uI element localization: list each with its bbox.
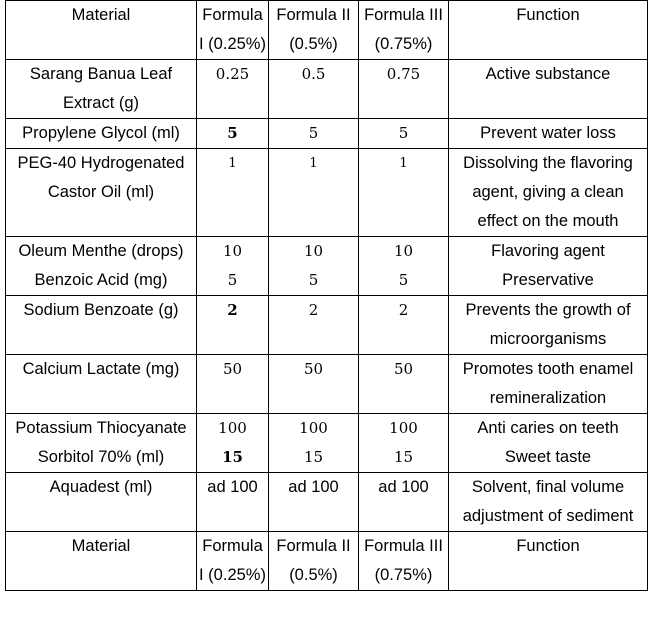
formula-2-cell: 100 15 (268, 413, 359, 473)
formula-1-cell: 5 (196, 118, 269, 149)
table-row: PEG-40 Hydrogenated Castor Oil (ml) 1 1 … (5, 148, 648, 237)
formula-3-cell: 50 (358, 354, 449, 414)
footer-formula-3: Formula III (0.75%) (358, 531, 449, 591)
formula-3-cell: 2 (358, 295, 449, 355)
footer-material: Material (5, 531, 197, 591)
formula-2-cell: ad 100 (268, 472, 359, 532)
formula-1-cell: 2 (196, 295, 269, 355)
material-cell: Oleum Menthe (drops) Benzoic Acid (mg) (5, 236, 197, 296)
formula-2-cell: 10 5 (268, 236, 359, 296)
formula-1-cell: 1 (196, 148, 269, 237)
formula-2-cell: 0.5 (268, 59, 359, 119)
header-formula-1: Formula I (0.25%) (196, 0, 269, 60)
function-cell: Active substance (448, 59, 648, 119)
material-cell: Calcium Lactate (mg) (5, 354, 197, 414)
material-cell: Sodium Benzoate (g) (5, 295, 197, 355)
formula-1-cell: 100 15 (196, 413, 269, 473)
table-row: Oleum Menthe (drops) Benzoic Acid (mg) 1… (5, 236, 648, 296)
formula-2-cell: 50 (268, 354, 359, 414)
table-row: Aquadest (ml) ad 100 ad 100 ad 100 Solve… (5, 472, 648, 532)
formula-2-cell: 1 (268, 148, 359, 237)
formula-2-cell: 5 (268, 118, 359, 149)
material-cell: Aquadest (ml) (5, 472, 197, 532)
function-cell: Prevent water loss (448, 118, 648, 149)
function-cell: Dissolving the flavoring agent, giving a… (448, 148, 648, 237)
formula-1-cell: 0.25 (196, 59, 269, 119)
formula-1-cell: ad 100 (196, 472, 269, 532)
material-cell: Propylene Glycol (ml) (5, 118, 197, 149)
formula-3-cell: 5 (358, 118, 449, 149)
table-row: Calcium Lactate (mg) 50 50 50 Promotes t… (5, 354, 648, 414)
function-cell: Flavoring agent Preservative (448, 236, 648, 296)
footer-formula-2: Formula II (0.5%) (268, 531, 359, 591)
header-material: Material (5, 0, 197, 60)
formula-3-cell: 10 5 (358, 236, 449, 296)
header-formula-2: Formula II (0.5%) (268, 0, 359, 60)
table-row: Potassium Thiocyanate Sorbitol 70% (ml) … (5, 413, 648, 473)
material-cell: Potassium Thiocyanate Sorbitol 70% (ml) (5, 413, 197, 473)
formula-2-cell: 2 (268, 295, 359, 355)
formulation-table: Material Formula I (0.25%) Formula II (0… (5, 0, 648, 591)
formula-3-cell: 1 (358, 148, 449, 237)
table-header-row: Material Formula I (0.25%) Formula II (0… (5, 0, 648, 60)
material-cell: PEG-40 Hydrogenated Castor Oil (ml) (5, 148, 197, 237)
function-cell: Anti caries on teeth Sweet taste (448, 413, 648, 473)
formula-3-cell: 0.75 (358, 59, 449, 119)
header-function: Function (448, 0, 648, 60)
function-cell: Prevents the growth of microorganisms (448, 295, 648, 355)
material-cell: Sarang Banua Leaf Extract (g) (5, 59, 197, 119)
table-row: Sarang Banua Leaf Extract (g) 0.25 0.5 0… (5, 59, 648, 119)
header-formula-3: Formula III (0.75%) (358, 0, 449, 60)
table-row: Sodium Benzoate (g) 2 2 2 Prevents the g… (5, 295, 648, 355)
formula-1-cell: 10 5 (196, 236, 269, 296)
function-cell: Solvent, final volume adjustment of sedi… (448, 472, 648, 532)
formula-3-cell: 100 15 (358, 413, 449, 473)
formula-1-cell: 50 (196, 354, 269, 414)
function-cell: Promotes tooth enamel remineralization (448, 354, 648, 414)
footer-formula-1: Formula I (0.25%) (196, 531, 269, 591)
footer-function: Function (448, 531, 648, 591)
table-row: Propylene Glycol (ml) 5 5 5 Prevent wate… (5, 118, 648, 149)
formula-3-cell: ad 100 (358, 472, 449, 532)
table-footer-row: Material Formula I (0.25%) Formula II (0… (5, 531, 648, 591)
